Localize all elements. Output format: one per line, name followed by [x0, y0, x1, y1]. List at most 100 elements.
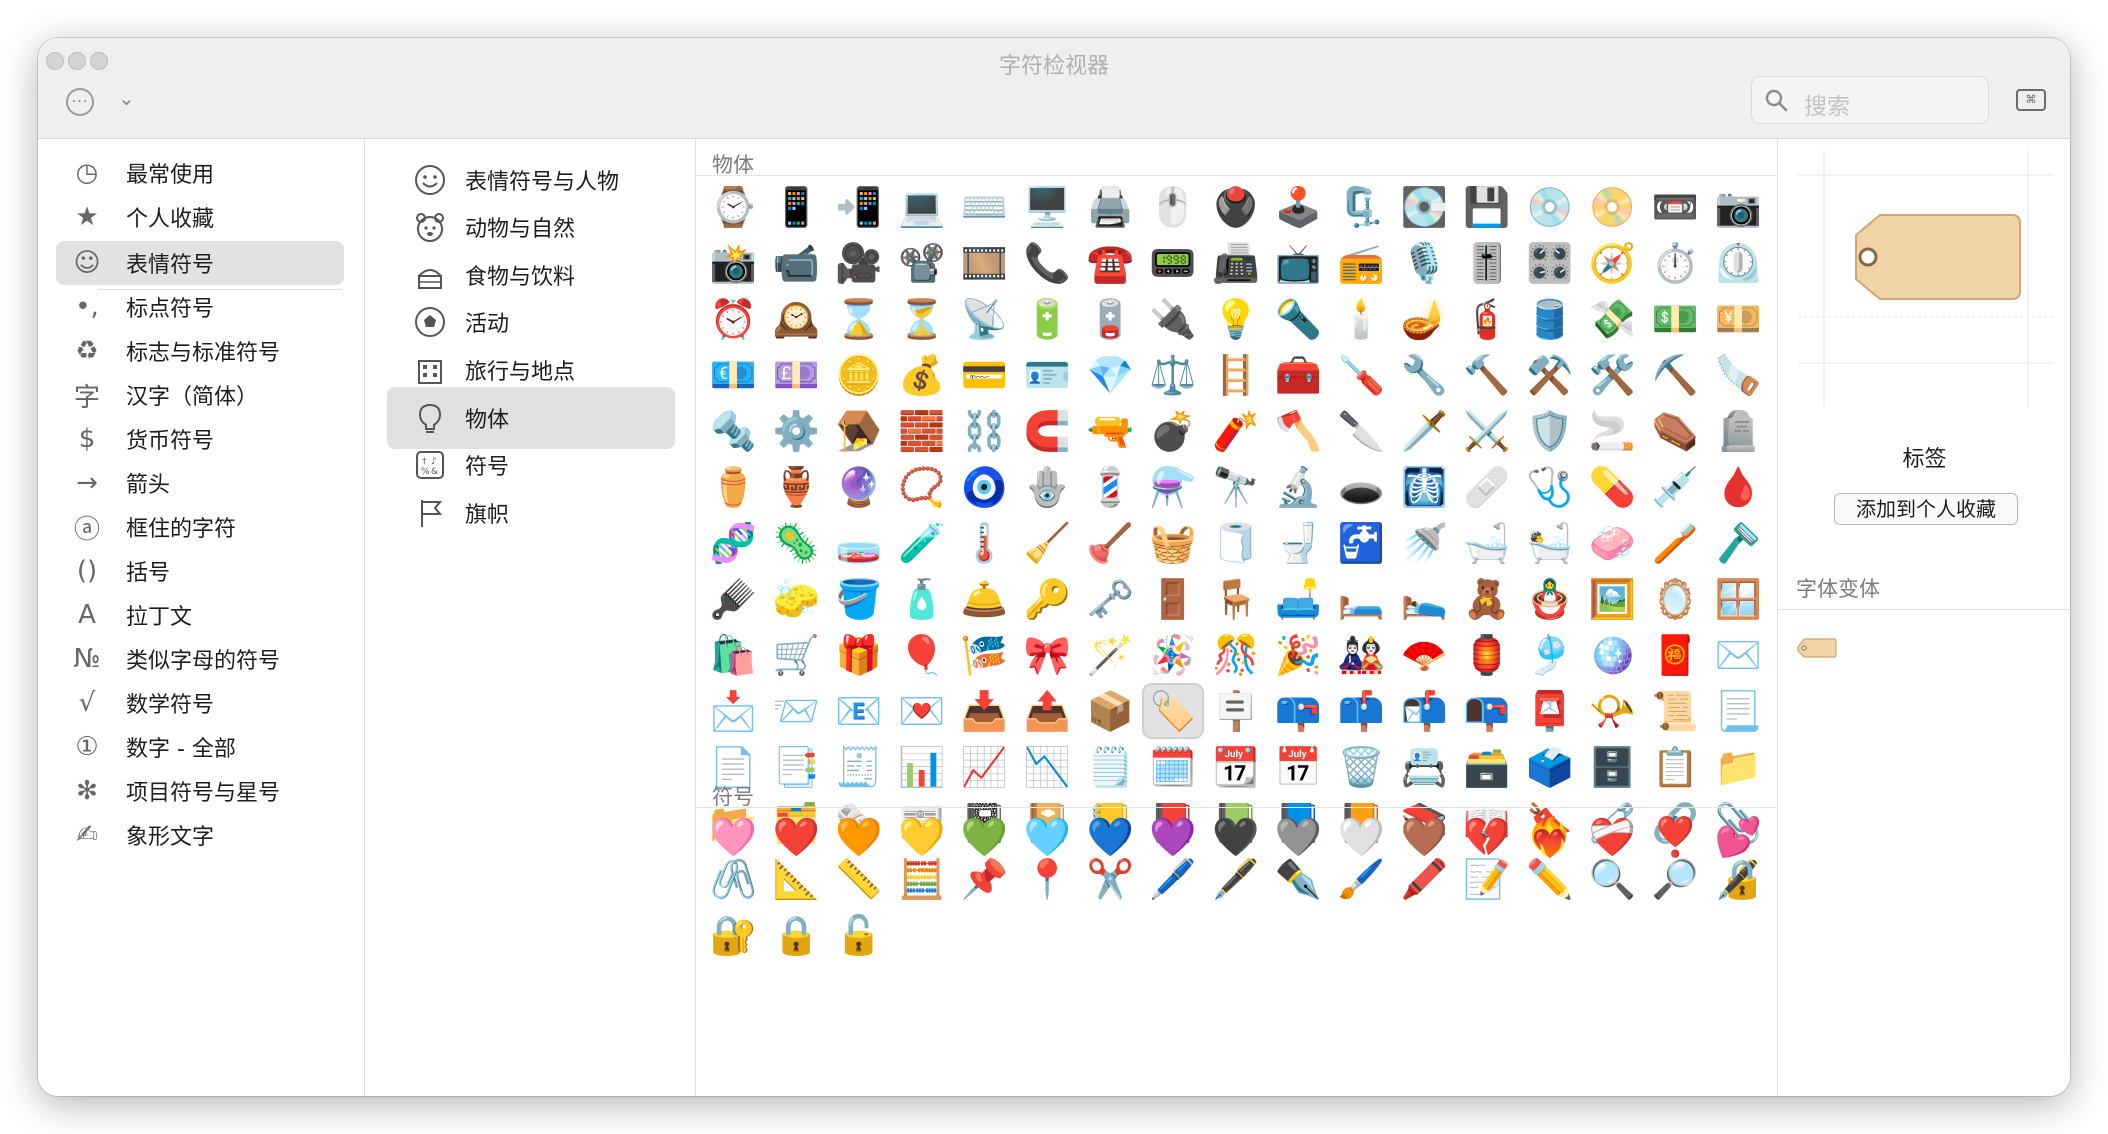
- emoji-cell[interactable]: 📠: [1212, 240, 1260, 285]
- emoji-cell[interactable]: 🎁: [835, 632, 883, 677]
- emoji-cell[interactable]: 🧱: [898, 408, 946, 453]
- emoji-cell[interactable]: 🧰: [1274, 352, 1323, 397]
- emoji-cell[interactable]: 💶: [709, 352, 758, 397]
- emoji-cell[interactable]: 🧧: [1651, 632, 1700, 677]
- emoji-cell[interactable]: 🔧: [1400, 352, 1448, 397]
- emoji-cell[interactable]: 💎: [1086, 352, 1134, 397]
- emoji-cell[interactable]: 📭: [1463, 688, 1511, 733]
- emoji-cell[interactable]: 🧨: [1212, 408, 1260, 453]
- emoji-cell[interactable]: 📸: [709, 240, 758, 285]
- emoji-cell[interactable]: 📃: [1714, 688, 1762, 733]
- emoji-cell[interactable]: 💜: [1149, 814, 1197, 859]
- emoji-cell[interactable]: 📋: [1651, 744, 1700, 789]
- emoji-cell[interactable]: 🔏: [1714, 856, 1762, 901]
- sidebar-item[interactable]: A 拉丁文: [56, 593, 344, 637]
- emoji-cell[interactable]: 🩹: [1463, 464, 1511, 509]
- emoji-cell[interactable]: 💌: [898, 688, 946, 733]
- emoji-cell[interactable]: 🏮: [1463, 632, 1511, 677]
- subcategory-item[interactable]: 食物与饮料: [387, 244, 675, 306]
- emoji-cell[interactable]: ❤️‍🩹: [1588, 814, 1637, 859]
- emoji-cell[interactable]: 💾: [1463, 184, 1511, 229]
- chevron-down-icon[interactable]: ⌄: [118, 86, 135, 110]
- emoji-cell[interactable]: 🗜️: [1337, 184, 1386, 229]
- emoji-cell[interactable]: 🎐: [1526, 632, 1574, 677]
- emoji-cell[interactable]: 🎉: [1274, 632, 1323, 677]
- emoji-cell[interactable]: 🧿: [960, 464, 1009, 509]
- emoji-cell[interactable]: 🧴: [898, 576, 946, 621]
- sidebar-item[interactable]: ♻ 标志与标准符号: [56, 329, 344, 373]
- emoji-cell[interactable]: 🎛️: [1526, 240, 1574, 285]
- subcategory-item[interactable]: 动物与自然: [387, 196, 675, 258]
- emoji-cell[interactable]: 📊: [898, 744, 946, 789]
- emoji-cell[interactable]: ☎️: [1086, 240, 1134, 285]
- emoji-cell[interactable]: 🪫: [1086, 296, 1134, 341]
- emoji-cell[interactable]: ✂️: [1086, 856, 1134, 901]
- emoji-cell[interactable]: 🪜: [1212, 352, 1260, 397]
- emoji-cell[interactable]: 🪩: [1588, 632, 1637, 677]
- minimize-window-button[interactable]: [68, 52, 86, 70]
- emoji-cell[interactable]: 🔒: [772, 912, 820, 957]
- sidebar-item[interactable]: ✻ 项目符号与星号: [56, 769, 344, 813]
- emoji-cell[interactable]: 💚: [960, 814, 1009, 859]
- emoji-cell[interactable]: 💣: [1149, 408, 1197, 453]
- emoji-cell[interactable]: 📡: [960, 296, 1009, 341]
- emoji-cell[interactable]: 🌡️: [960, 520, 1009, 565]
- emoji-cell[interactable]: 📅: [1274, 744, 1323, 789]
- emoji-cell[interactable]: 📇: [1400, 744, 1448, 789]
- emoji-cell[interactable]: 🤍: [1337, 814, 1386, 859]
- emoji-cell[interactable]: ⚰️: [1651, 408, 1700, 453]
- emoji-cell[interactable]: 💽: [1400, 184, 1448, 229]
- emoji-cell[interactable]: 🪓: [1274, 408, 1323, 453]
- emoji-cell[interactable]: 🖌️: [1337, 856, 1386, 901]
- emoji-cell[interactable]: 📩: [709, 688, 758, 733]
- emoji-cell[interactable]: 🪪: [1023, 352, 1072, 397]
- emoji-cell[interactable]: 🪥: [1651, 520, 1700, 565]
- emoji-cell[interactable]: 🛀: [1526, 520, 1574, 565]
- emoji-cell[interactable]: 💔: [1463, 814, 1511, 859]
- emoji-cell[interactable]: 📬: [1400, 688, 1448, 733]
- emoji-cell[interactable]: 🔑: [1023, 576, 1072, 621]
- sidebar-item[interactable]: ★ 个人收藏: [56, 195, 344, 239]
- emoji-cell[interactable]: 🪑: [1212, 576, 1260, 621]
- emoji-cell[interactable]: 🛏️: [1337, 576, 1386, 621]
- emoji-cell[interactable]: 🖼️: [1588, 576, 1637, 621]
- emoji-cell[interactable]: ❤️: [772, 814, 820, 859]
- emoji-cell[interactable]: 📫: [1337, 688, 1386, 733]
- emoji-cell[interactable]: 🔪: [1337, 408, 1386, 453]
- sidebar-item[interactable]: •, 标点符号: [56, 285, 344, 329]
- emoji-cell[interactable]: ⌛: [835, 296, 883, 341]
- emoji-cell[interactable]: 📜: [1651, 688, 1700, 733]
- emoji-cell[interactable]: 🪅: [1149, 632, 1197, 677]
- emoji-cell[interactable]: 📐: [772, 856, 820, 901]
- emoji-cell[interactable]: 🗳️: [1526, 744, 1574, 789]
- emoji-cell[interactable]: 🩺: [1526, 464, 1574, 509]
- emoji-cell[interactable]: ⛓️: [960, 408, 1009, 453]
- emoji-cell[interactable]: 🔌: [1149, 296, 1197, 341]
- emoji-cell[interactable]: ❤️‍🔥: [1526, 814, 1574, 859]
- emoji-cell[interactable]: 🔦: [1274, 296, 1323, 341]
- emoji-cell[interactable]: 📍: [1023, 856, 1072, 901]
- emoji-cell[interactable]: 🛁: [1463, 520, 1511, 565]
- emoji-cell[interactable]: 📼: [1651, 184, 1700, 229]
- emoji-cell[interactable]: 🔬: [1274, 464, 1323, 509]
- emoji-cell[interactable]: 💴: [1714, 296, 1762, 341]
- emoji-cell[interactable]: 📲: [835, 184, 883, 229]
- emoji-cell[interactable]: 🪟: [1714, 576, 1762, 621]
- emoji-cell[interactable]: 🚬: [1588, 408, 1637, 453]
- emoji-cell[interactable]: 🛡️: [1526, 408, 1574, 453]
- emoji-cell[interactable]: 🧺: [1149, 520, 1197, 565]
- emoji-cell[interactable]: 🕹️: [1274, 184, 1323, 229]
- emoji-cell[interactable]: 🪣: [835, 576, 883, 621]
- emoji-cell[interactable]: 🧫: [835, 520, 883, 565]
- sidebar-item[interactable]: → 箭头: [56, 461, 344, 505]
- emoji-cell[interactable]: 📻: [1337, 240, 1386, 285]
- sidebar-item[interactable]: ◷ 最常使用: [56, 151, 344, 195]
- emoji-cell[interactable]: 🩸: [1714, 464, 1762, 509]
- emoji-cell[interactable]: 📏: [835, 856, 883, 901]
- emoji-cell[interactable]: ⛏️: [1651, 352, 1700, 397]
- emoji-cell[interactable]: 📈: [960, 744, 1009, 789]
- emoji-cell[interactable]: 🖋️: [1212, 856, 1260, 901]
- emoji-cell[interactable]: 📷: [1714, 184, 1762, 229]
- emoji-cell[interactable]: 📀: [1588, 184, 1637, 229]
- emoji-cell[interactable]: ⚒️: [1526, 352, 1574, 397]
